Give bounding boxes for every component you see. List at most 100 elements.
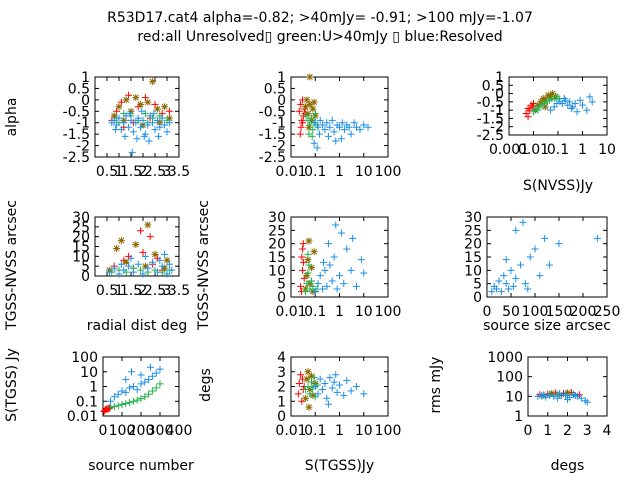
data-point [566, 98, 574, 106]
data-point [133, 396, 141, 404]
data-point [336, 123, 343, 131]
data-point [149, 78, 157, 86]
data-point [311, 288, 319, 296]
data-point [554, 394, 562, 402]
data-point [145, 375, 153, 383]
data-point [144, 121, 152, 129]
data-point [309, 126, 317, 134]
data-point [350, 119, 358, 127]
data-point [495, 277, 503, 285]
x-tick-label: 0.01 [275, 304, 306, 320]
y-tick-label: -1.5 [63, 127, 90, 143]
y-tick-label: 25 [464, 223, 482, 239]
x-tick-label: 1 [335, 304, 344, 320]
data-point [316, 375, 324, 383]
x-tick-label: 100 [522, 304, 549, 320]
data-point [302, 288, 310, 296]
x-tick-label: 2 [139, 164, 148, 180]
data-point [137, 371, 145, 379]
data-point [148, 372, 156, 380]
data-point [306, 385, 314, 393]
x-tick-label: 0.1 [304, 164, 326, 180]
data-point [507, 266, 515, 274]
data-point [133, 135, 141, 143]
data-point [310, 139, 318, 147]
y-tick-label: 25 [268, 223, 286, 239]
x-tick-label: 100 [375, 164, 402, 180]
x-tick-label: 1 [543, 423, 552, 439]
data-point [297, 123, 305, 131]
data-point [555, 240, 563, 248]
data-point [107, 397, 115, 405]
data-point [326, 261, 334, 269]
data-point [110, 116, 118, 124]
data-point [304, 256, 312, 264]
data-point [321, 380, 329, 388]
data-point [156, 256, 164, 264]
data-point [343, 245, 351, 253]
x-tick-label: 1 [115, 164, 124, 180]
data-point [526, 253, 534, 261]
data-point [357, 256, 365, 264]
y-tick-label: 15 [268, 250, 286, 266]
y-axis-label: alpha [4, 98, 20, 137]
y-tick-label: 15 [72, 240, 90, 256]
data-point [122, 112, 130, 120]
data-point [497, 288, 505, 296]
data-point [129, 128, 137, 136]
y-tick-label: 1 [277, 70, 286, 86]
plot-frame [527, 356, 608, 417]
data-point [113, 121, 121, 129]
data-point [311, 383, 319, 390]
y-tick-label: 0.5 [482, 78, 504, 94]
data-point [332, 221, 340, 229]
y-tick-label: -2 [76, 139, 90, 155]
data-point [548, 389, 556, 397]
y-tick-label: -2 [272, 139, 286, 155]
data-point [316, 272, 324, 280]
data-point [126, 384, 134, 392]
data-point [333, 285, 341, 293]
y-tick-label: 0 [277, 290, 286, 306]
data-point [297, 282, 305, 290]
data-point [352, 383, 360, 390]
y-tick-label: 30 [464, 210, 482, 226]
data-point [139, 121, 147, 129]
y-tick-label: -0.5 [63, 104, 90, 120]
data-point [122, 96, 130, 104]
data-point [153, 105, 161, 113]
y-tick-label: 100 [496, 370, 523, 386]
data-point [583, 106, 591, 114]
data-point [305, 123, 313, 131]
x-tick-label: 0.1 [547, 142, 569, 158]
data-point [345, 123, 353, 131]
data-point [541, 96, 549, 104]
data-point [110, 264, 118, 272]
data-point [127, 254, 135, 262]
data-point [151, 250, 159, 258]
data-point [303, 96, 311, 104]
data-point [521, 280, 529, 288]
y-tick-label: 0 [277, 409, 286, 425]
y-tick-label: 0 [473, 290, 482, 306]
data-point [302, 103, 310, 111]
data-point [556, 389, 564, 397]
data-point [155, 132, 163, 140]
data-point [512, 226, 520, 234]
data-point [161, 103, 169, 111]
y-axis-label: degs [198, 368, 214, 402]
y-axis-label: TGSS-NVSS arcsec [4, 200, 20, 331]
x-tick-label: 1 [335, 164, 344, 180]
x-tick-label: 0 [99, 423, 108, 439]
data-point [298, 253, 306, 261]
x-tick-label: 0 [483, 304, 492, 320]
data-point [156, 119, 164, 127]
data-point [550, 392, 558, 400]
data-point [156, 365, 164, 373]
data-point [145, 390, 153, 398]
data-point [307, 264, 315, 272]
x-tick-label: 300 [147, 423, 174, 439]
data-point [110, 393, 118, 401]
x-axis-label: radial dist deg [87, 318, 187, 334]
